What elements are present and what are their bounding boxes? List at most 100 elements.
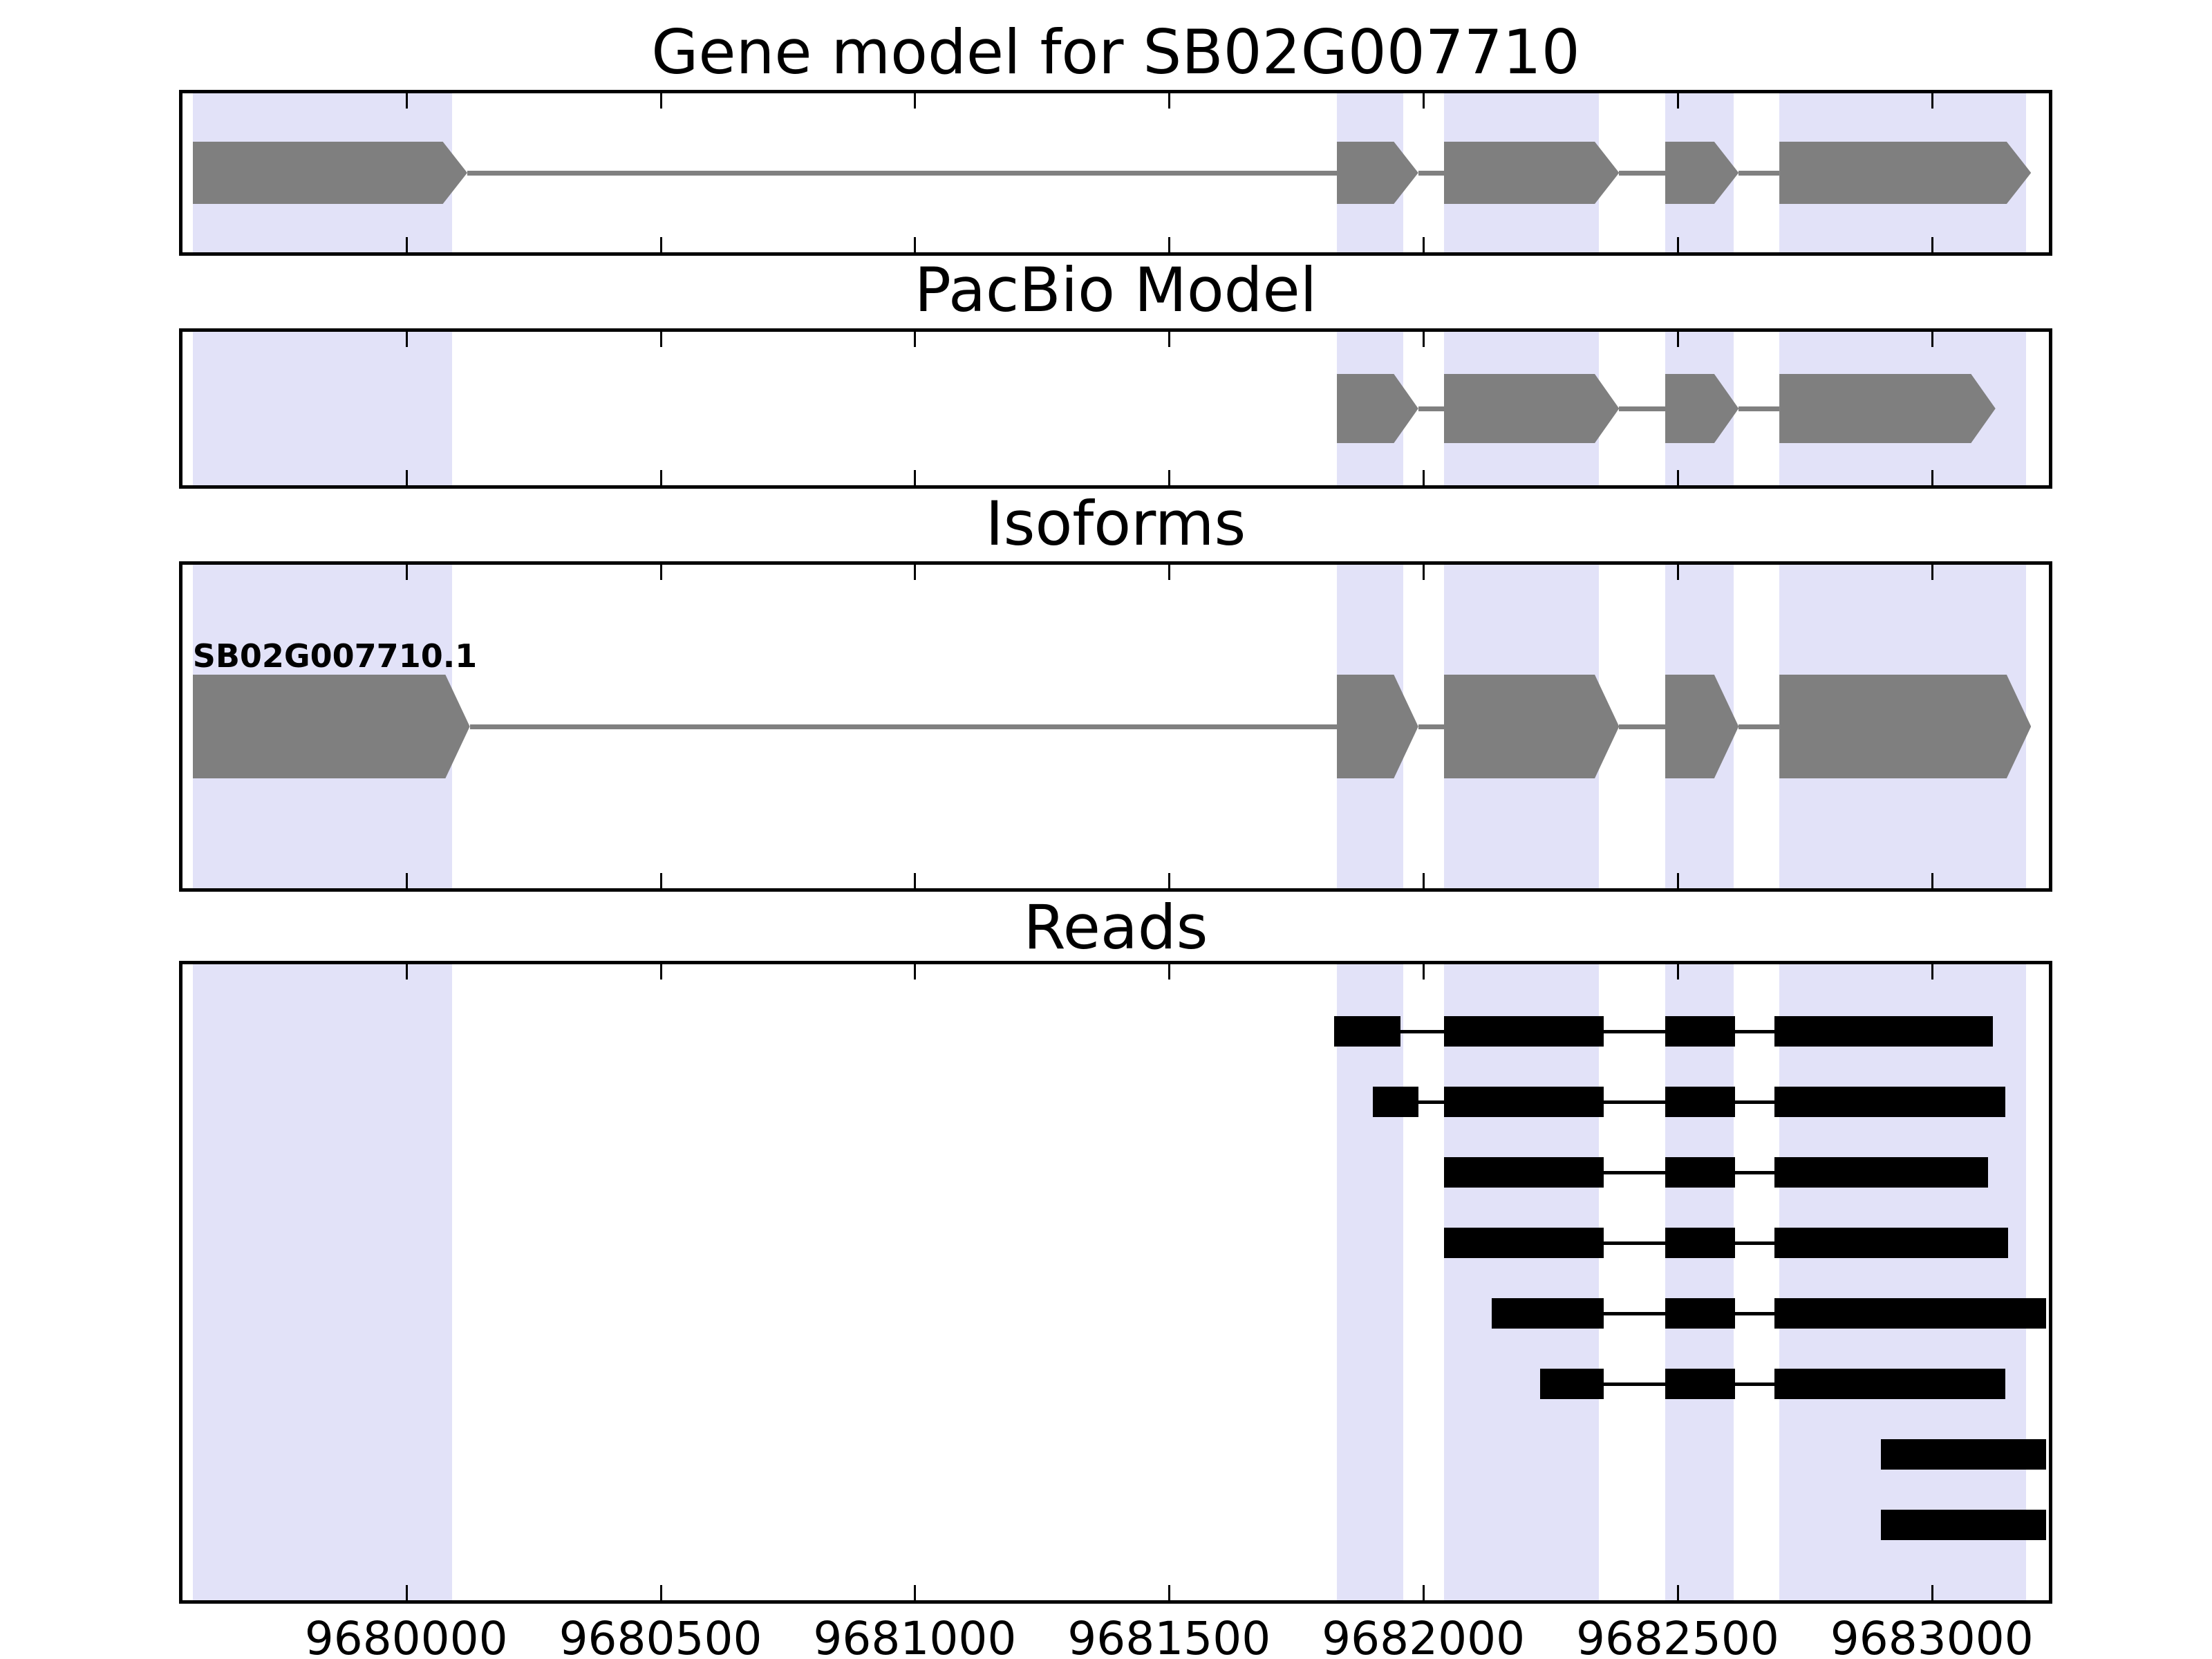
axis-tick-mark [914,470,917,485]
axis-tick-mark [659,873,662,888]
intron-line [1418,724,1444,729]
axis-tick-mark [914,237,917,252]
read-gap-line [1604,1382,1665,1386]
read-exon-block [1774,1016,1994,1047]
panel-isoforms-track: SB02G007710.1 [179,561,2052,892]
axis-tick-mark [1423,964,1425,980]
read-exon-block [1540,1369,1604,1399]
axis-tick-mark [1168,93,1171,109]
x-axis-tick-label: 9682500 [1575,1612,1779,1659]
panel-reads-track [179,961,2052,1604]
read-exon-block [1665,1369,1736,1399]
read-gap-line [1735,1100,1774,1104]
read-exon-block [1372,1087,1418,1117]
intron-line [1619,170,1665,176]
panel-title-reads: Reads [1023,892,1208,963]
exon-arrow [192,675,470,778]
x-axis-tick-label: 9680500 [559,1612,762,1659]
panel-gene-model-track [179,90,2052,256]
intron-line [467,170,1338,176]
exon-arrow [1337,142,1418,204]
axis-tick-mark [1931,565,1933,580]
axis-tick-mark [405,1585,408,1600]
axis-tick-mark [914,1585,917,1600]
x-axis-tick-label: 9680000 [304,1612,508,1659]
read-gap-line [1735,1029,1774,1033]
panel-title-pacbio-model: PacBio Model [914,254,1318,326]
exon-highlight-band [192,332,452,485]
read-exon-block [1443,1016,1604,1047]
panel-title-isoforms: Isoforms [985,488,1246,559]
read-exon-block [1665,1228,1736,1258]
intron-line [469,724,1338,729]
axis-tick-mark [659,565,662,580]
exon-highlight-band [1337,964,1403,1600]
read-exon-block [1774,1369,2006,1399]
read-exon-block [1881,1510,2047,1540]
axis-tick-mark [1168,873,1171,888]
read-exon-block [1881,1439,2047,1470]
read-exon-block [1774,1087,2006,1117]
read-exon-block [1334,1016,1400,1047]
axis-tick-mark [1423,470,1425,485]
panel-title-gene-model: Gene model for SB02G007710 [651,17,1580,88]
exon-highlight-band [192,964,452,1600]
intron-line [1738,724,1780,729]
read-gap-line [1604,1029,1665,1033]
intron-line [1738,406,1780,411]
intron-line [1418,170,1444,176]
exon-arrow [1443,142,1620,204]
read-exon-block [1774,1298,2047,1329]
axis-tick-mark [1676,873,1679,888]
axis-tick-mark [1931,470,1933,485]
exon-arrow [1337,374,1418,443]
exon-arrow [1779,675,2032,778]
axis-tick-mark [405,237,408,252]
x-axis: 9680000 9680500 9681000 9681500 9682000 96825… [182,1612,2049,1659]
axis-tick-mark [1931,332,1933,347]
axis-tick-mark [1423,873,1425,888]
intron-line [1738,170,1780,176]
x-axis-tick-label: 9681500 [1067,1612,1271,1659]
isoform-label: SB02G007710.1 [192,637,478,675]
x-axis-tick-label: 9682000 [1322,1612,1526,1659]
read-gap-line [1604,1241,1665,1245]
axis-tick-mark [659,1585,662,1600]
axis-tick-mark [1931,93,1933,109]
read-exon-block [1443,1228,1604,1258]
exon-arrow [1443,374,1620,443]
exon-highlight-band [1443,964,1599,1600]
axis-tick-mark [659,93,662,109]
read-exon-block [1774,1228,2009,1258]
read-exon-block [1665,1087,1736,1117]
axis-tick-mark [1676,332,1679,347]
axis-tick-mark [405,332,408,347]
axis-tick-mark [405,470,408,485]
read-gap-line [1418,1100,1444,1104]
read-gap-line [1735,1170,1774,1174]
axis-tick-mark [1676,237,1679,252]
axis-tick-mark [659,332,662,347]
read-exon-block [1665,1157,1736,1188]
axis-tick-mark [1676,470,1679,485]
read-exon-block [1774,1157,1988,1188]
read-exon-block [1443,1087,1604,1117]
axis-tick-mark [1931,964,1933,980]
axis-tick-mark [405,873,408,888]
axis-tick-mark [659,237,662,252]
read-gap-line [1735,1382,1774,1386]
axis-tick-mark [1423,93,1425,109]
axis-tick-mark [914,964,917,980]
axis-tick-mark [1168,237,1171,252]
exon-highlight-band [1665,964,1734,1600]
axis-tick-mark [1423,332,1425,347]
axis-tick-mark [1931,873,1933,888]
axis-tick-mark [405,565,408,580]
intron-line [1619,406,1665,411]
axis-tick-mark [659,470,662,485]
read-exon-block [1665,1298,1736,1329]
axis-tick-mark [1168,332,1171,347]
axis-tick-mark [1676,565,1679,580]
read-exon-block [1665,1016,1736,1047]
axis-tick-mark [1931,237,1933,252]
